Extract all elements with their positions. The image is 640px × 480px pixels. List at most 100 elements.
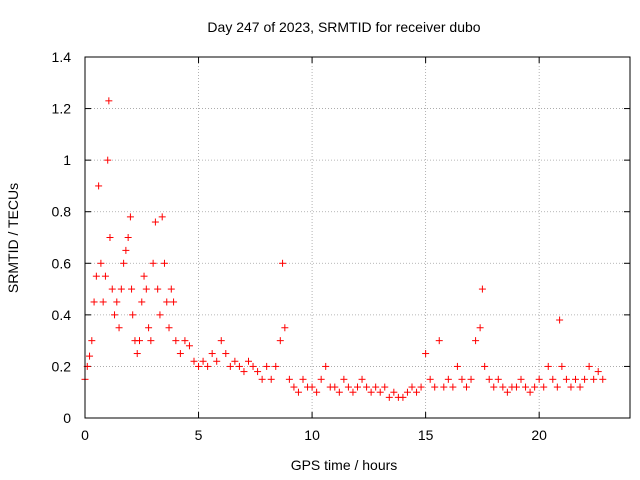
data-point (467, 375, 475, 383)
data-point (485, 375, 493, 383)
data-points (81, 97, 607, 401)
data-point (181, 337, 189, 345)
grid-lines (85, 57, 630, 418)
data-point (126, 213, 134, 221)
data-point (147, 337, 155, 345)
data-point (106, 234, 114, 241)
y-tick-label: 0.6 (52, 255, 72, 271)
data-point (279, 259, 287, 267)
data-point (170, 298, 178, 306)
data-point (544, 362, 552, 370)
data-point (88, 337, 96, 345)
data-point (426, 375, 434, 383)
data-point (335, 388, 343, 396)
data-point (86, 352, 94, 360)
data-point (167, 285, 175, 293)
data-point (422, 350, 430, 358)
data-point (417, 383, 425, 391)
data-point (249, 362, 257, 370)
y-axis-label: SRMTID / TECUs (5, 183, 21, 293)
data-point (145, 324, 153, 332)
data-point (408, 383, 416, 391)
data-point (108, 285, 116, 293)
data-point (113, 298, 121, 306)
data-point (272, 362, 280, 370)
y-tick-label: 0 (63, 410, 71, 426)
x-tick-label: 20 (531, 427, 547, 443)
data-point (463, 383, 470, 391)
data-point (124, 234, 132, 241)
data-point (576, 383, 584, 391)
data-point (172, 337, 180, 345)
data-point (390, 388, 398, 396)
data-point (117, 285, 125, 293)
data-point (240, 368, 248, 376)
data-point (90, 298, 98, 306)
data-point (367, 388, 375, 396)
data-point (299, 375, 307, 383)
x-tick-label: 10 (304, 427, 320, 443)
data-point (553, 383, 561, 391)
data-point (590, 375, 598, 383)
data-point (222, 350, 230, 358)
data-point (322, 362, 330, 370)
data-point (158, 213, 166, 221)
data-point (440, 383, 448, 391)
data-point (276, 337, 284, 345)
data-point (458, 375, 466, 383)
data-point (594, 368, 602, 376)
data-point (208, 350, 216, 358)
data-point (160, 259, 168, 267)
data-point (535, 375, 543, 383)
data-point (431, 383, 439, 391)
data-point (122, 246, 130, 254)
x-tick-label: 0 (81, 427, 89, 443)
data-point (95, 182, 103, 190)
data-point (115, 324, 123, 332)
data-point (128, 285, 136, 293)
data-point (97, 259, 105, 267)
data-point (376, 388, 384, 396)
data-point (435, 337, 443, 345)
data-point (472, 337, 480, 345)
data-point (476, 324, 484, 332)
x-tick-label: 15 (418, 427, 434, 443)
data-point (133, 350, 141, 358)
data-point (354, 383, 361, 391)
plot-frame (84, 56, 631, 419)
data-point (105, 97, 113, 105)
data-point (140, 272, 148, 280)
data-point (213, 357, 221, 365)
data-point (585, 362, 593, 370)
data-point (526, 388, 534, 396)
data-point (567, 383, 575, 391)
data-point (444, 375, 452, 383)
data-point (156, 311, 164, 319)
data-point (136, 337, 143, 345)
data-point (294, 388, 302, 396)
y-tick-label: 0.2 (52, 358, 72, 374)
data-point (522, 383, 530, 391)
data-point (204, 362, 212, 370)
data-point (185, 342, 193, 350)
data-point (349, 388, 357, 396)
data-point (490, 383, 498, 391)
data-point (308, 383, 316, 391)
data-point (258, 375, 266, 383)
data-point (199, 357, 207, 365)
data-point (558, 362, 566, 370)
data-point (142, 285, 150, 293)
x-axis-label: GPS time / hours (291, 457, 398, 473)
data-point (138, 298, 146, 306)
y-tick-label: 1.4 (52, 49, 72, 65)
data-point (399, 393, 407, 401)
data-point (285, 375, 293, 383)
data-point (317, 375, 325, 383)
data-point (231, 357, 239, 365)
data-point (267, 375, 275, 383)
data-point (195, 362, 203, 370)
data-point (517, 375, 525, 383)
data-point (281, 324, 289, 332)
data-point (235, 362, 243, 370)
